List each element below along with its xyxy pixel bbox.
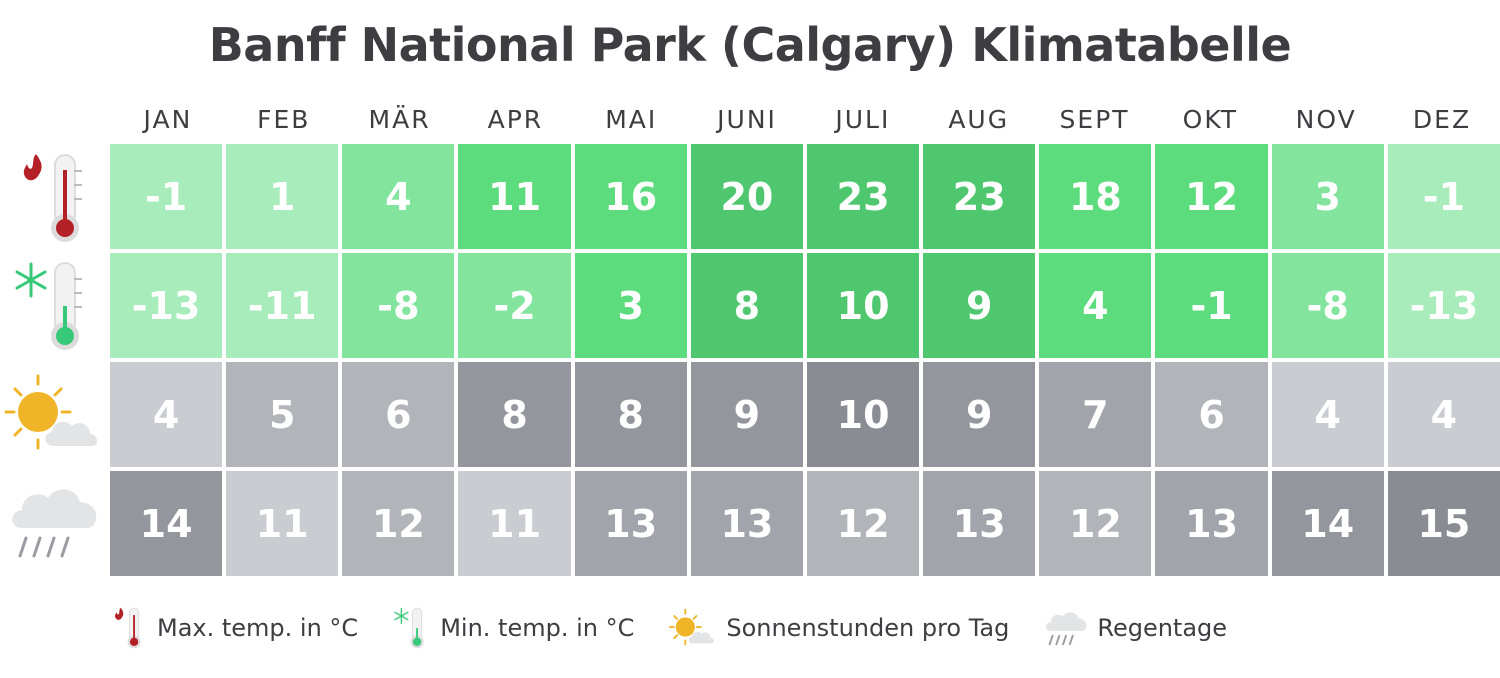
legend-label: Max. temp. in °C xyxy=(157,614,359,642)
table-cell: 4 xyxy=(110,362,223,467)
rain-cloud-icon xyxy=(12,489,97,558)
table-cell: 13 xyxy=(574,471,687,576)
table-cell: 4 xyxy=(1039,253,1152,358)
table-cell: -13 xyxy=(1387,253,1500,358)
table-cell: 15 xyxy=(1387,471,1500,576)
table-cell: 11 xyxy=(226,471,339,576)
table-cell: -1 xyxy=(1387,144,1500,249)
month-label: DEZ xyxy=(1412,105,1472,134)
table-cell: 4 xyxy=(1387,362,1500,467)
table-cell: 8 xyxy=(574,362,687,467)
month-label: AUG xyxy=(948,105,1010,134)
month-label: JULI xyxy=(835,105,891,134)
table-cell: 6 xyxy=(1155,362,1268,467)
table-cell: -8 xyxy=(1271,253,1384,358)
table-cell: 10 xyxy=(806,362,920,467)
month-label: JAN xyxy=(143,105,193,134)
table-cell: 13 xyxy=(690,471,803,576)
table-cell: 8 xyxy=(690,253,803,358)
table-cell: -8 xyxy=(342,253,455,358)
table-cell: 14 xyxy=(110,471,223,576)
table-cell: 3 xyxy=(574,253,687,358)
table-cell: 11 xyxy=(458,471,571,576)
table-cell: 12 xyxy=(342,471,455,576)
month-label: JUNI xyxy=(717,105,777,134)
month-header-row: JAN FEB MÄR APR MAI JUNI JULI AUG SEPT OKT NOV DEZ xyxy=(110,100,1500,140)
table-cell: 4 xyxy=(342,144,455,249)
month-label: FEB xyxy=(257,105,311,134)
table-cell: 12 xyxy=(1039,471,1152,576)
table-cell: 10 xyxy=(806,253,920,358)
table-cell: 13 xyxy=(923,471,1036,576)
table-cell: 14 xyxy=(1271,471,1384,576)
month-label: OKT xyxy=(1182,105,1239,134)
legend-item-sunshine: Sonnenstunden pro Tag xyxy=(664,604,1009,652)
table-cell: 13 xyxy=(1155,471,1268,576)
table-cell: 5 xyxy=(226,362,339,467)
legend-item-max-temp: Max. temp. in °C xyxy=(105,599,358,657)
table-cell: 8 xyxy=(458,362,571,467)
table-cell: 12 xyxy=(1155,144,1268,249)
sun-cloud-icon xyxy=(669,608,715,646)
table-cell: -2 xyxy=(458,253,571,358)
table-cell: 6 xyxy=(342,362,455,467)
table-cell: -13 xyxy=(110,253,223,358)
table-cell: -11 xyxy=(226,253,339,358)
table-cell: 20 xyxy=(690,144,803,249)
table-cell: 4 xyxy=(1271,362,1384,467)
legend-item-min-temp: Min. temp. in °C xyxy=(388,599,634,657)
month-label: MÄR xyxy=(368,105,431,134)
table-cell: 11 xyxy=(458,144,571,249)
sun-cloud-icon xyxy=(4,374,98,450)
table-cell: 9 xyxy=(923,362,1036,467)
climate-table: -1 1 4 11 16 20 23 23 18 12 3 -1 -13 -11 -8 -2 3 8 10 9 4 -1-… xyxy=(110,144,1500,576)
thermometer-hot-icon xyxy=(23,154,82,242)
thermometer-cold-icon xyxy=(394,607,424,649)
table-cell: 7 xyxy=(1039,362,1152,467)
table-cell: 9 xyxy=(923,253,1036,358)
table-cell: 18 xyxy=(1039,144,1152,249)
month-label: MAI xyxy=(605,105,658,134)
month-label: APR xyxy=(487,105,544,134)
table-cell: 23 xyxy=(806,144,920,249)
table-cell: -1 xyxy=(110,144,223,249)
page-title: Banff National Park (Calgary) Klimatabel… xyxy=(208,18,1292,72)
legend-label: Regentage xyxy=(1097,614,1228,642)
table-cell: 9 xyxy=(690,362,803,467)
table-cell: 23 xyxy=(923,144,1036,249)
legend: Max. temp. in °C Min. temp. in °C xyxy=(105,596,1257,660)
table-cell: 12 xyxy=(806,471,920,576)
month-label: NOV xyxy=(1295,105,1357,134)
table-cell: 1 xyxy=(226,144,339,249)
legend-label: Min. temp. in °C xyxy=(440,614,635,642)
legend-label: Sonnenstunden pro Tag xyxy=(726,614,1010,642)
table-cell: 3 xyxy=(1271,144,1384,249)
table-cell: 16 xyxy=(574,144,687,249)
rain-cloud-icon xyxy=(1046,612,1087,646)
thermometer-hot-icon xyxy=(115,607,141,649)
legend-item-rain-days: Regentage xyxy=(1039,604,1227,652)
month-label: SEPT xyxy=(1059,105,1130,134)
thermometer-cold-icon xyxy=(15,262,82,350)
table-cell: -1 xyxy=(1155,253,1268,358)
